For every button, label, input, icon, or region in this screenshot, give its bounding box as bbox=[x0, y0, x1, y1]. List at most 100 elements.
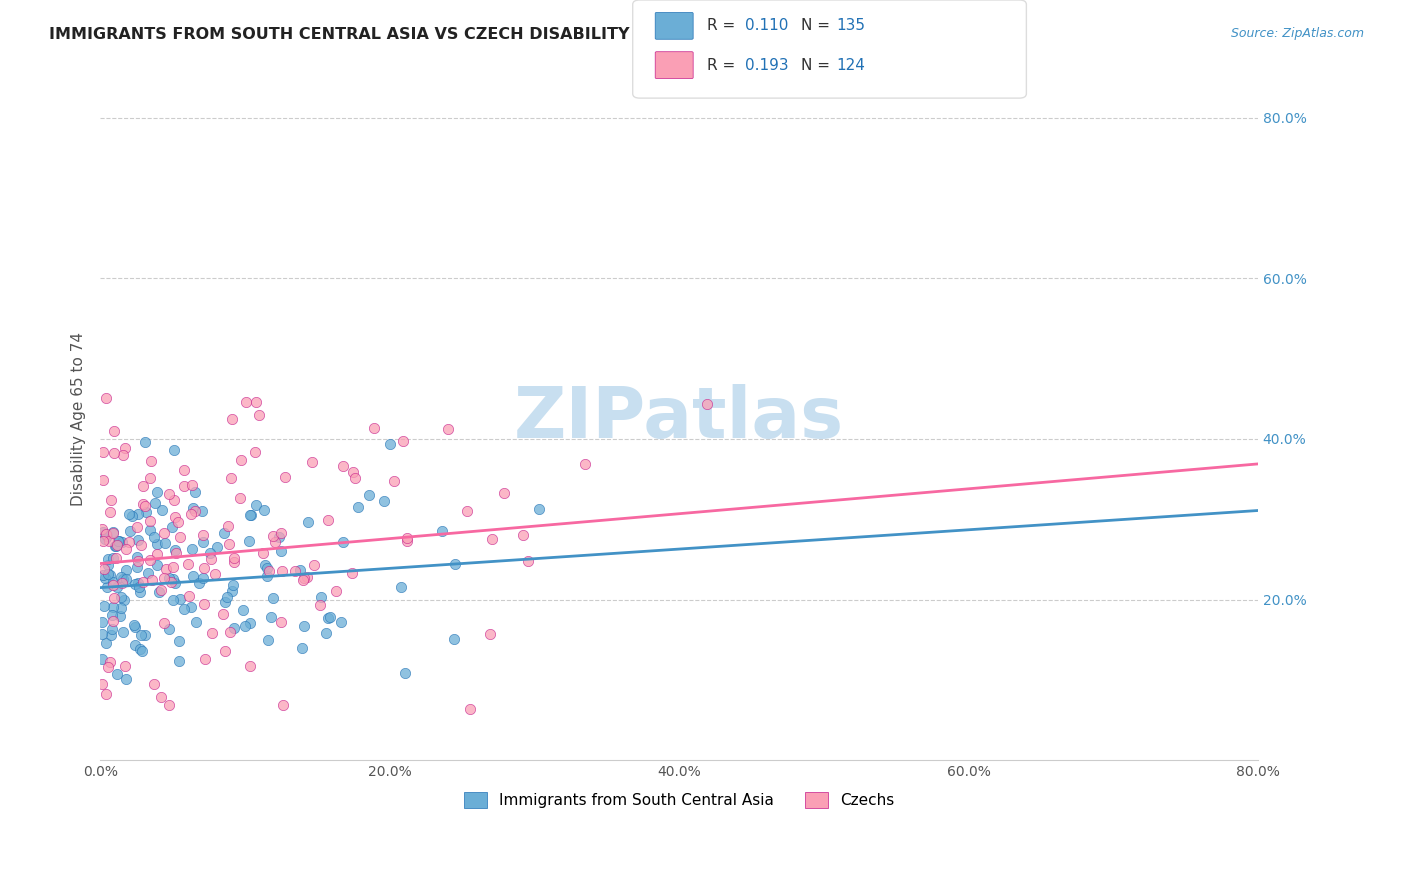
Immigrants from South Central Asia bbox=[118, 507, 141, 521]
Immigrants from South Central Asia bbox=[103, 600, 125, 615]
Immigrants from South Central Asia bbox=[114, 572, 136, 586]
Immigrants from South Central Asia bbox=[270, 543, 292, 558]
Immigrants from South Central Asia bbox=[165, 542, 187, 557]
Czechs bbox=[517, 554, 540, 568]
Immigrants from South Central Asia bbox=[233, 619, 256, 633]
Immigrants from South Central Asia bbox=[115, 673, 138, 687]
Czechs bbox=[212, 607, 235, 621]
Czechs bbox=[222, 555, 245, 569]
Czechs bbox=[98, 533, 121, 548]
Czechs bbox=[149, 582, 172, 597]
Immigrants from South Central Asia bbox=[145, 558, 167, 573]
Immigrants from South Central Asia bbox=[101, 607, 124, 622]
Czechs bbox=[219, 624, 242, 639]
Czechs bbox=[392, 434, 415, 448]
Immigrants from South Central Asia bbox=[111, 572, 134, 586]
Czechs bbox=[103, 591, 125, 605]
Czechs bbox=[114, 542, 136, 557]
Czechs bbox=[91, 522, 114, 536]
Text: ZIPatlas: ZIPatlas bbox=[515, 384, 844, 453]
Immigrants from South Central Asia bbox=[101, 551, 124, 566]
Immigrants from South Central Asia bbox=[93, 599, 115, 613]
Czechs bbox=[177, 590, 200, 604]
Czechs bbox=[229, 491, 252, 505]
Immigrants from South Central Asia bbox=[232, 602, 254, 616]
Czechs bbox=[114, 659, 136, 673]
Immigrants from South Central Asia bbox=[162, 593, 184, 607]
Czechs bbox=[217, 519, 239, 533]
Czechs bbox=[194, 652, 217, 666]
Immigrants from South Central Asia bbox=[290, 640, 312, 655]
Legend: Immigrants from South Central Asia, Czechs: Immigrants from South Central Asia, Czec… bbox=[458, 786, 900, 814]
Czechs bbox=[98, 505, 121, 519]
Immigrants from South Central Asia bbox=[104, 539, 127, 553]
Czechs bbox=[96, 687, 118, 701]
Immigrants from South Central Asia bbox=[94, 571, 117, 585]
Czechs bbox=[224, 551, 246, 566]
Czechs bbox=[97, 659, 120, 673]
Text: N =: N = bbox=[801, 58, 835, 72]
Immigrants from South Central Asia bbox=[131, 644, 153, 658]
Czechs bbox=[98, 655, 121, 669]
Czechs bbox=[93, 473, 115, 487]
Immigrants from South Central Asia bbox=[184, 615, 207, 629]
Czechs bbox=[696, 397, 718, 411]
Czechs bbox=[160, 575, 183, 590]
Immigrants from South Central Asia bbox=[108, 533, 131, 548]
Immigrants from South Central Asia bbox=[127, 533, 149, 547]
Immigrants from South Central Asia bbox=[91, 615, 114, 629]
Czechs bbox=[201, 626, 224, 640]
Immigrants from South Central Asia bbox=[143, 495, 166, 509]
Immigrants from South Central Asia bbox=[93, 525, 115, 540]
Immigrants from South Central Asia bbox=[153, 535, 176, 549]
Immigrants from South Central Asia bbox=[215, 590, 238, 604]
Immigrants from South Central Asia bbox=[91, 568, 114, 582]
Immigrants from South Central Asia bbox=[90, 652, 112, 666]
Immigrants from South Central Asia bbox=[157, 622, 180, 636]
Czechs bbox=[105, 538, 128, 552]
Czechs bbox=[221, 470, 243, 484]
Czechs bbox=[214, 644, 236, 658]
Czechs bbox=[101, 526, 124, 541]
Immigrants from South Central Asia bbox=[239, 615, 262, 630]
Immigrants from South Central Asia bbox=[430, 524, 453, 538]
Immigrants from South Central Asia bbox=[214, 595, 236, 609]
Czechs bbox=[270, 615, 292, 629]
Immigrants from South Central Asia bbox=[167, 654, 190, 668]
Immigrants from South Central Asia bbox=[101, 574, 124, 589]
Czechs bbox=[165, 509, 187, 524]
Immigrants from South Central Asia bbox=[238, 533, 260, 548]
Immigrants from South Central Asia bbox=[142, 530, 165, 544]
Czechs bbox=[155, 562, 177, 576]
Immigrants from South Central Asia bbox=[96, 529, 118, 543]
Czechs bbox=[117, 535, 139, 549]
Immigrants from South Central Asia bbox=[124, 577, 146, 591]
Text: R =: R = bbox=[707, 58, 741, 72]
Czechs bbox=[132, 497, 155, 511]
Czechs bbox=[101, 615, 124, 629]
Czechs bbox=[574, 457, 596, 471]
Immigrants from South Central Asia bbox=[101, 525, 124, 540]
Czechs bbox=[342, 465, 364, 479]
Czechs bbox=[284, 565, 307, 579]
Czechs bbox=[200, 552, 222, 566]
Czechs bbox=[191, 527, 214, 541]
Immigrants from South Central Asia bbox=[134, 627, 156, 641]
Immigrants from South Central Asia bbox=[394, 665, 416, 680]
Czechs bbox=[134, 499, 156, 513]
Czechs bbox=[103, 424, 125, 438]
Czechs bbox=[105, 551, 128, 566]
Immigrants from South Central Asia bbox=[222, 621, 245, 635]
Czechs bbox=[325, 584, 347, 599]
Immigrants from South Central Asia bbox=[256, 569, 278, 583]
Text: N =: N = bbox=[801, 19, 835, 33]
Czechs bbox=[132, 574, 155, 589]
Immigrants from South Central Asia bbox=[136, 566, 159, 581]
Immigrants from South Central Asia bbox=[316, 611, 339, 625]
Czechs bbox=[112, 448, 135, 462]
Immigrants from South Central Asia bbox=[122, 617, 145, 632]
Czechs bbox=[96, 392, 118, 406]
Immigrants from South Central Asia bbox=[254, 558, 277, 572]
Immigrants from South Central Asia bbox=[318, 610, 340, 624]
Czechs bbox=[162, 560, 184, 574]
